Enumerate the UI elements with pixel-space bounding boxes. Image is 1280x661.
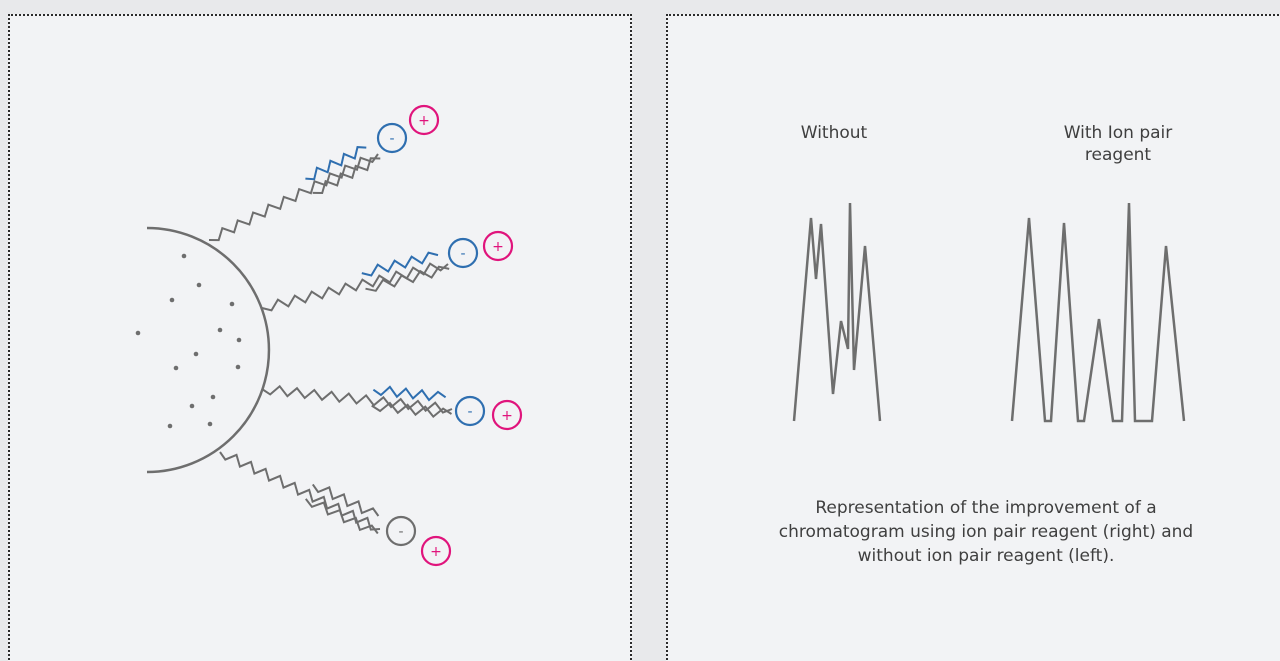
alkyl-chain — [208, 153, 379, 242]
label-without: Without — [800, 123, 868, 143]
pore-dot — [217, 327, 223, 333]
alkyl-chain-tail — [305, 498, 379, 535]
pore-dot — [236, 337, 242, 343]
cation-symbol: + — [418, 113, 430, 129]
pore-dot — [196, 282, 202, 288]
chromatogram-diagram — [792, 202, 1186, 423]
pore-dot — [167, 423, 173, 429]
cation-icon — [420, 535, 452, 567]
pore-dot — [135, 330, 141, 336]
anion-symbol: - — [398, 524, 403, 540]
cation-icon — [408, 104, 440, 136]
alkyl-chain — [261, 384, 453, 414]
alkyl-chain-tail — [312, 157, 381, 195]
cation-icon — [491, 399, 523, 431]
alkyl-chain — [219, 451, 381, 531]
anion-symbol: - — [460, 246, 465, 262]
ion-pair-chains — [208, 146, 453, 535]
label-with-reagent: With Ion pair reagent — [1063, 123, 1173, 165]
ion-pair-reagent-tail — [361, 251, 439, 277]
ion-pair-reagent-tail — [372, 385, 447, 402]
pore-dot — [207, 421, 213, 427]
pore-dot — [173, 365, 179, 371]
pore-dot — [193, 351, 199, 357]
left-panel-particle: - + - + - + - + — [8, 14, 632, 661]
ion-pair-reagent-tail — [311, 483, 380, 517]
cation-symbol: + — [430, 544, 442, 560]
pore-dot — [210, 394, 216, 400]
ion-pair-reagent-tail — [305, 146, 367, 181]
pore-dot — [181, 253, 187, 259]
alkyl-chain-tail — [365, 265, 450, 292]
pore-dot — [169, 297, 175, 303]
cation-symbol: + — [492, 239, 504, 255]
anion-symbol: - — [467, 404, 472, 420]
chromatogram-caption: Representation of the improvement of a c… — [778, 498, 1194, 566]
chromatogram-with-reagent — [1010, 202, 1186, 423]
pore-dot — [235, 364, 241, 370]
anion-icon — [376, 122, 408, 154]
particle-surface — [146, 226, 271, 474]
anion-symbol: - — [389, 131, 394, 147]
cation-symbol: + — [501, 408, 513, 424]
cation-icon — [482, 230, 514, 262]
alkyl-chain — [261, 262, 449, 312]
anion-icon — [385, 515, 417, 547]
right-panel-chromatogram: Without With Ion pair reagent Representa… — [666, 14, 1280, 661]
pore-dot — [229, 301, 235, 307]
chromatogram-without — [792, 202, 882, 422]
anion-icon — [447, 237, 479, 269]
anion-icon — [454, 395, 486, 427]
pore-dot — [189, 403, 195, 409]
particle-pores — [135, 253, 242, 429]
particle-diagram: - + - + - + - + — [135, 104, 523, 567]
alkyl-chain-tail — [371, 401, 453, 419]
ion-markers: - + - + - + - + — [376, 104, 523, 567]
